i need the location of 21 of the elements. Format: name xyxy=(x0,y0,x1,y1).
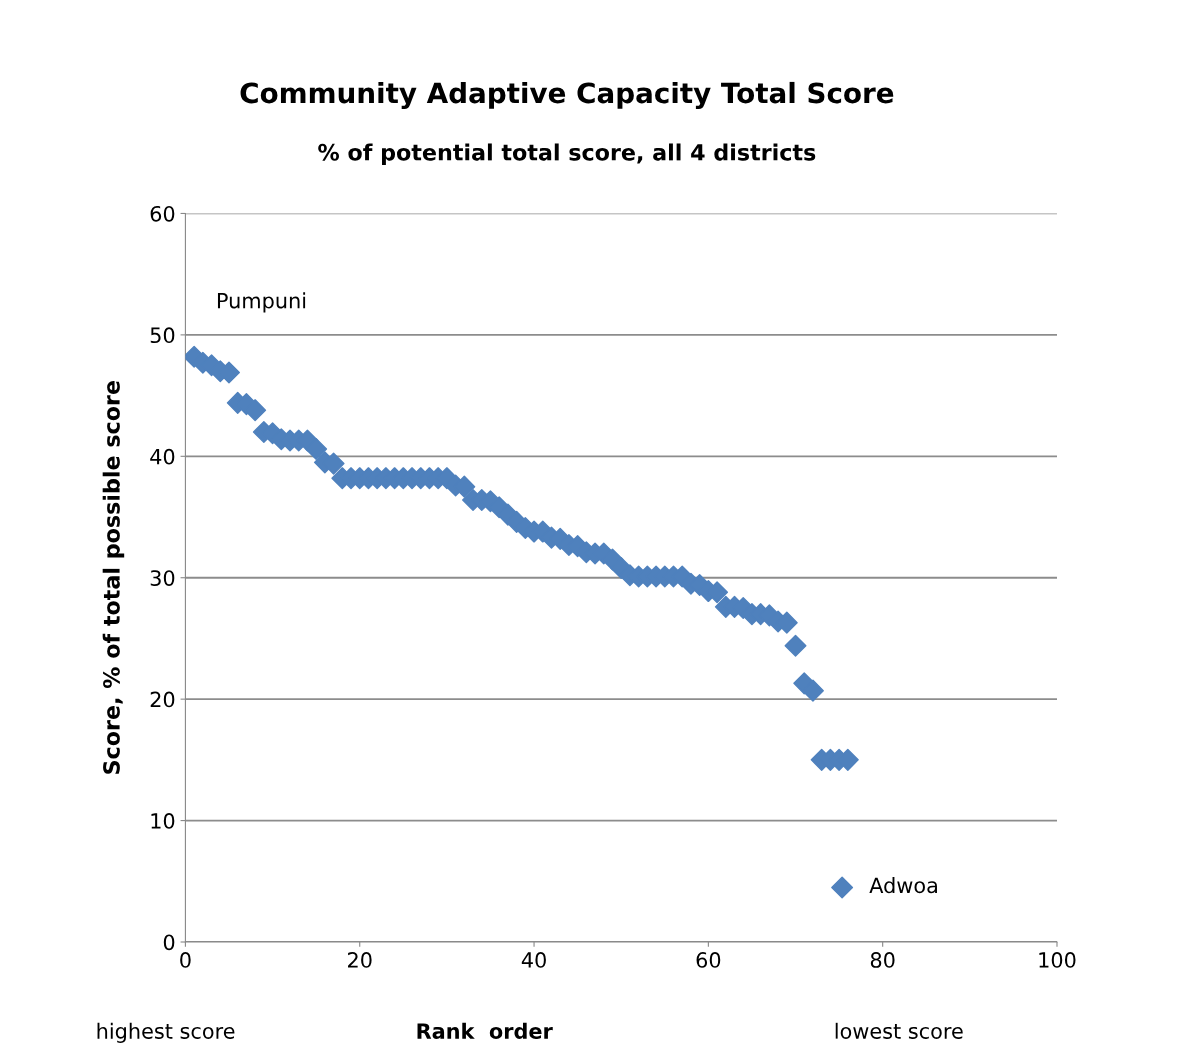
y-tick-label: 10 xyxy=(151,813,175,829)
y-tick-label: 60 xyxy=(150,205,175,222)
x-tick-label: 80 xyxy=(870,952,895,968)
x-tick-label: 60 xyxy=(696,952,721,968)
legend-label: Adwoa xyxy=(869,877,937,894)
y-axis-title: Score, % of total possible score xyxy=(102,381,125,774)
x-tick-label: 100 xyxy=(1039,952,1076,968)
x-tick-label: 0 xyxy=(180,952,191,968)
y-tick-label: 20 xyxy=(150,691,175,708)
y-tick-label: 0 xyxy=(163,934,175,951)
text: highest score xyxy=(97,1022,235,1043)
y-tick-label: 50 xyxy=(150,327,175,344)
x-tick-label: 20 xyxy=(348,952,372,968)
y-tick-label: 30 xyxy=(150,570,175,586)
chart-subtitle: % of potential total score, all 4 districts xyxy=(318,143,816,165)
annotation: Pumpuni xyxy=(217,292,306,313)
chart-title: Community Adaptive Capacity Total Score xyxy=(240,81,894,110)
x-axis-title: Rank order xyxy=(417,1022,553,1039)
x-tick-label: 40 xyxy=(521,952,546,968)
y-tick-label: 40 xyxy=(150,448,175,465)
text: lowest score xyxy=(835,1022,963,1039)
